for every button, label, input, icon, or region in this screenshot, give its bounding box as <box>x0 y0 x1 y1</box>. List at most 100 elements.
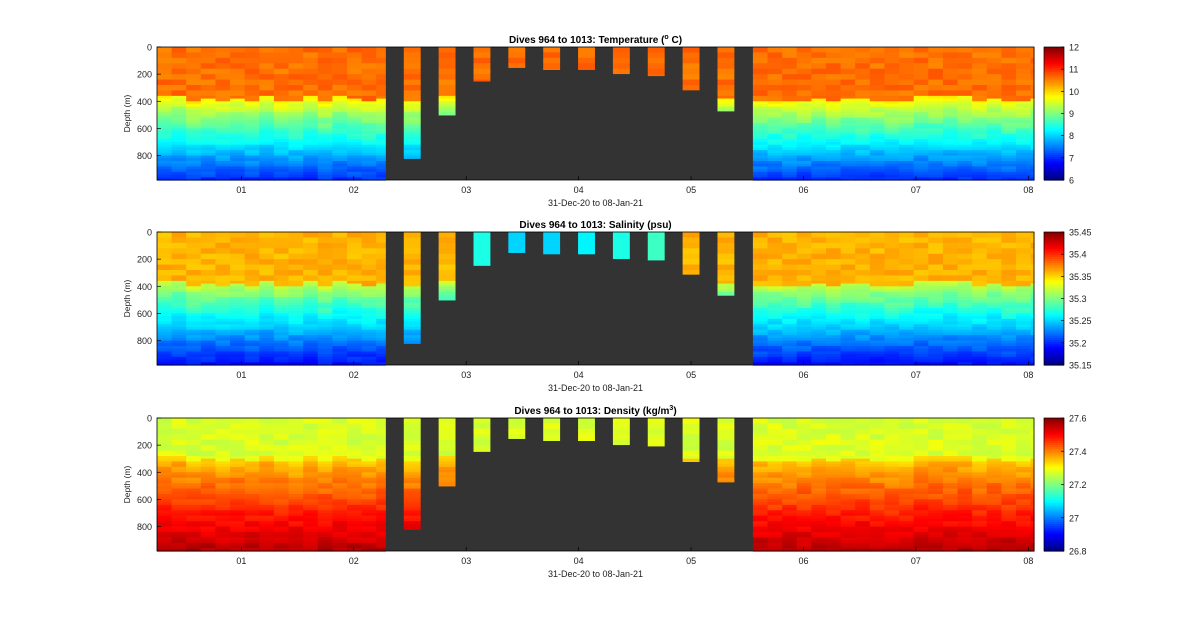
data-cell <box>403 142 421 146</box>
data-cell <box>244 166 260 170</box>
data-cell <box>157 507 173 511</box>
data-cell <box>942 71 959 75</box>
data-cell <box>884 139 900 143</box>
data-cell <box>782 275 798 279</box>
data-cell <box>171 469 187 473</box>
data-cell <box>752 147 769 151</box>
data-cell <box>767 302 783 306</box>
data-cell <box>186 150 202 154</box>
data-cell <box>200 548 217 552</box>
data-cell <box>972 74 988 78</box>
data-cell <box>884 114 900 119</box>
colorbar-tick-label: 35.4 <box>1069 250 1087 260</box>
data-cell <box>230 313 246 317</box>
data-cell <box>157 450 173 454</box>
data-cell <box>986 318 1002 323</box>
data-cell <box>376 63 386 67</box>
data-cell <box>752 458 769 463</box>
data-cell <box>884 305 900 309</box>
data-cell <box>215 513 231 517</box>
data-cell <box>273 289 290 293</box>
data-cell <box>332 428 348 433</box>
data-cell <box>986 286 1002 290</box>
data-cell <box>361 128 377 132</box>
data-cell <box>1016 128 1032 132</box>
data-cell <box>288 324 304 328</box>
data-cell <box>767 150 783 154</box>
data-cell <box>361 93 377 97</box>
data-cell <box>244 537 260 541</box>
data-cell <box>1030 114 1035 119</box>
data-cell <box>376 423 386 427</box>
colorbar-cell <box>1044 238 1064 241</box>
data-cell <box>215 76 231 81</box>
data-cell <box>244 542 260 547</box>
data-cell <box>376 240 386 244</box>
data-cell <box>682 71 700 75</box>
data-cell <box>508 57 526 62</box>
data-cell <box>473 261 491 266</box>
data-cell <box>403 85 421 89</box>
data-cell <box>259 313 275 317</box>
data-cell <box>259 442 275 446</box>
data-cell <box>825 152 842 157</box>
data-cell <box>782 85 798 89</box>
colorbar-cell <box>1044 256 1064 260</box>
data-cell <box>899 166 915 170</box>
data-cell <box>899 275 915 279</box>
data-cell <box>811 66 827 70</box>
data-cell <box>361 291 377 296</box>
data-cell <box>782 316 798 320</box>
data-cell <box>928 308 944 312</box>
data-cell <box>899 310 915 315</box>
data-cell <box>869 125 886 130</box>
data-cell <box>273 283 290 287</box>
data-cell <box>157 346 173 350</box>
data-cell <box>942 316 959 320</box>
data-cell <box>244 150 260 154</box>
data-cell <box>259 523 275 528</box>
data-cell <box>752 507 769 511</box>
data-cell <box>782 240 798 244</box>
data-cell <box>782 90 798 94</box>
data-cell <box>767 453 783 457</box>
data-cell <box>913 90 929 94</box>
data-cell <box>767 242 783 247</box>
data-cell <box>288 155 304 159</box>
data-cell <box>840 161 856 165</box>
data-cell <box>884 169 900 173</box>
data-cell <box>317 310 333 315</box>
data-cell <box>913 294 929 298</box>
data-cell <box>171 321 187 325</box>
data-cell <box>303 480 319 484</box>
data-cell <box>171 74 187 78</box>
data-cell <box>171 507 187 511</box>
data-cell <box>840 267 856 271</box>
data-cell <box>796 177 812 181</box>
data-cell <box>717 245 735 249</box>
data-cell <box>796 152 812 157</box>
data-cell <box>186 131 202 135</box>
data-cell <box>578 57 595 62</box>
data-cell <box>317 532 333 536</box>
data-cell <box>347 90 363 94</box>
data-cell <box>869 270 886 274</box>
data-cell <box>957 90 973 94</box>
data-cell <box>186 515 202 520</box>
data-cell <box>230 242 246 247</box>
data-cell <box>957 305 973 309</box>
data-cell <box>403 327 421 331</box>
colorbar-cell <box>1044 246 1064 250</box>
data-cell <box>767 504 783 509</box>
data-cell <box>972 60 988 64</box>
data-cell <box>1030 324 1035 328</box>
data-cell <box>717 74 735 78</box>
data-cell <box>612 63 630 67</box>
data-cell <box>1001 313 1017 317</box>
data-cell <box>361 248 377 252</box>
data-cell <box>215 526 231 530</box>
data-cell <box>171 256 187 260</box>
gap-dive-1 <box>403 232 421 344</box>
data-cell <box>259 68 275 73</box>
data-cell <box>942 302 959 306</box>
